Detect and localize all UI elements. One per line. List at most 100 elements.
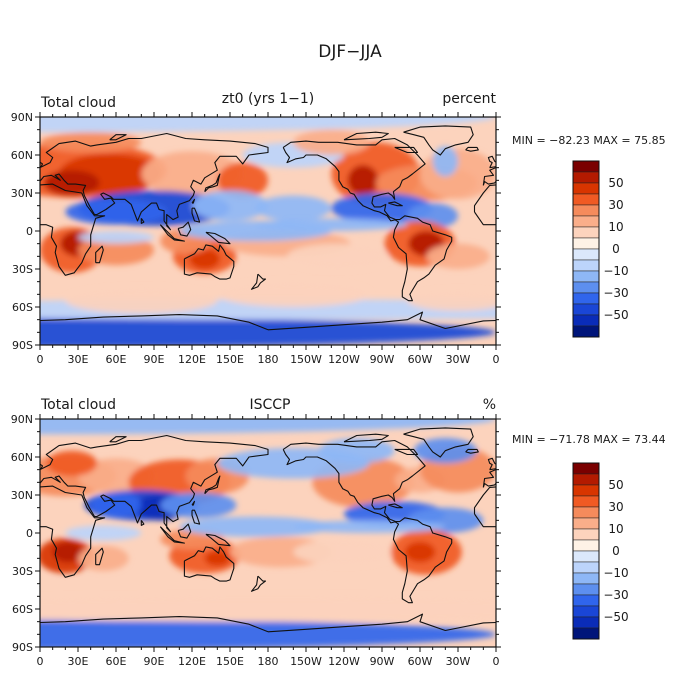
coastline-path — [183, 546, 235, 582]
colorbar-swatch — [572, 495, 600, 508]
coastline-path — [282, 439, 426, 524]
x-tick-label: 60W — [408, 353, 433, 366]
colorbar-label: 50 — [608, 176, 623, 190]
anomaly-patch — [189, 248, 220, 269]
coastline-path — [191, 500, 196, 506]
colorbar-swatch — [572, 473, 600, 486]
colorbar-swatch — [572, 583, 600, 596]
panel-obs: Total cloud ISCCP % 90N 60N 30N 0 30S 60S 90S 0… — [11, 397, 666, 668]
coastline-path — [109, 134, 127, 141]
x-tick-label: 150E — [216, 655, 244, 668]
colorbar-swatch — [572, 171, 600, 184]
colorbar-label: 30 — [608, 500, 623, 514]
coastline-path — [159, 224, 185, 242]
anomaly-patch — [255, 195, 332, 221]
colorbar-label: 10 — [608, 522, 623, 536]
colorbar-swatch — [572, 462, 600, 475]
x-tick-label: 60E — [106, 655, 127, 668]
panel-left-label: Total cloud — [40, 95, 116, 111]
anomaly-patch — [255, 218, 408, 232]
anomaly-patch — [43, 170, 100, 196]
anomaly-patch — [65, 525, 142, 541]
min-max-text: MIN = −82.23 MAX = 75.85 — [512, 134, 666, 147]
y-tick-label: 0 — [26, 225, 33, 238]
x-tick-label: 90W — [370, 353, 395, 366]
coastline-path — [140, 519, 145, 526]
colorbar-swatch — [572, 506, 600, 519]
map-field — [40, 419, 496, 647]
x-tick-label: 150W — [290, 353, 322, 366]
panel-units-label: percent — [442, 91, 496, 107]
y-tick-label: 90S — [12, 641, 33, 654]
y-tick-label: 60N — [11, 149, 33, 162]
colorbar-label: −50 — [603, 610, 628, 624]
x-tick-label: 120W — [328, 353, 360, 366]
x-tick-label: 90E — [144, 655, 165, 668]
y-tick-label: 90N — [11, 413, 33, 426]
colorbar-swatch — [572, 528, 600, 541]
colorbar-frame — [572, 462, 600, 640]
colorbar-swatch — [572, 226, 600, 239]
anomaly-patch — [347, 165, 379, 196]
colorbar-swatch — [572, 204, 600, 217]
coastline-path — [388, 503, 403, 509]
colorbar-swatch — [572, 572, 600, 585]
colorbar-swatch — [572, 594, 600, 607]
x-tick-label: 0 — [493, 353, 500, 366]
anomaly-patch — [78, 231, 154, 244]
coastline-path — [191, 207, 201, 223]
x-tick-label: 90W — [370, 655, 395, 668]
coastline-path — [159, 526, 185, 544]
anomaly-patch — [407, 290, 496, 311]
coastline-path — [40, 132, 269, 231]
anomaly-patch — [65, 288, 218, 314]
coastline-path — [343, 131, 389, 141]
colorbar-swatch — [572, 182, 600, 195]
coastline-path — [267, 613, 496, 633]
min-max-text: MIN = −71.78 MAX = 73.44 — [512, 433, 666, 446]
anomaly-patch — [40, 117, 496, 133]
anomaly-patch — [293, 539, 395, 565]
coastline-path — [205, 533, 231, 547]
colorbar-swatch — [572, 561, 600, 574]
x-tick-label: 60E — [106, 353, 127, 366]
coastline — [40, 125, 496, 331]
colorbar-label: −50 — [603, 308, 628, 322]
colorbar-swatch — [572, 484, 600, 497]
coastline-path — [205, 231, 231, 245]
colorbar-swatch — [572, 303, 600, 316]
y-tick-label: 0 — [26, 527, 33, 540]
anomaly-patch — [192, 190, 268, 221]
colorbar-swatch — [572, 248, 600, 261]
colorbar: 50 30 10 0 −10 −30 −50 — [572, 462, 629, 640]
x-tick-label: 30E — [68, 353, 89, 366]
coastline-path — [177, 221, 192, 237]
coastline-path — [403, 427, 474, 458]
coastline-path — [250, 575, 267, 592]
colorbar-frame — [572, 160, 600, 338]
y-tick-label: 60S — [12, 301, 33, 314]
anomaly-patch — [404, 541, 436, 563]
colorbar-swatch — [572, 539, 600, 552]
coastline-path — [392, 517, 453, 604]
colorbar-label: 0 — [612, 242, 620, 256]
coastline-path — [487, 457, 496, 471]
colorbar-label: 10 — [608, 220, 623, 234]
coastline-path — [183, 244, 235, 280]
colorbar-swatch — [572, 325, 600, 338]
anomaly-patch — [52, 541, 84, 563]
coastline-path — [343, 433, 389, 443]
axis-ticks: 90N 60N 30N 0 30S 60S 90S 0 30E 60E 90E 120E 150E 180… — [11, 111, 501, 366]
colorbar-swatch — [572, 616, 600, 629]
y-tick-label: 30N — [11, 187, 33, 200]
coastline-path — [40, 183, 106, 276]
x-tick-label: 180 — [258, 353, 279, 366]
anomaly-patch — [40, 619, 496, 647]
y-tick-label: 30N — [11, 489, 33, 502]
coastline-path — [40, 616, 269, 633]
colorbar-swatch — [572, 627, 600, 640]
colorbar-label: −10 — [603, 566, 628, 580]
colorbar-label: −30 — [603, 588, 628, 602]
anomaly-patch — [217, 281, 370, 308]
